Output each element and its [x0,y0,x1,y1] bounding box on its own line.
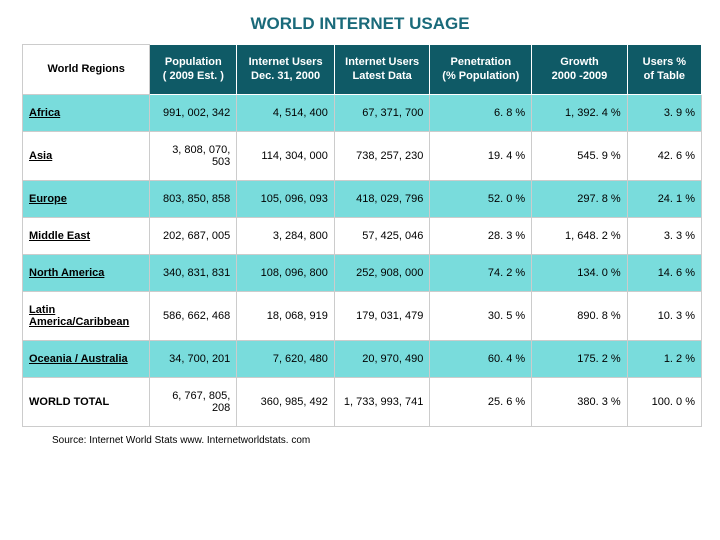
table-body: Africa991, 002, 3424, 514, 40067, 371, 7… [23,94,702,426]
usage-table: World Regions Population( 2009 Est. ) In… [22,44,702,427]
table-row: Africa991, 002, 3424, 514, 40067, 371, 7… [23,94,702,131]
data-cell: 545. 9 % [532,131,627,180]
data-cell: 803, 850, 858 [150,180,237,217]
data-cell: 3, 808, 070, 503 [150,131,237,180]
region-cell: Middle East [23,217,150,254]
data-cell: 67, 371, 700 [334,94,429,131]
page-title: WORLD INTERNET USAGE [0,0,720,44]
col-header-population: Population( 2009 Est. ) [150,45,237,95]
data-cell: 57, 425, 046 [334,217,429,254]
data-cell: 1. 2 % [627,340,701,377]
data-cell: 100. 0 % [627,377,701,426]
data-cell: 20, 970, 490 [334,340,429,377]
col-header-users-latest: Internet UsersLatest Data [334,45,429,95]
region-cell: Europe [23,180,150,217]
data-cell: 28. 3 % [430,217,532,254]
region-cell: Oceania / Australia [23,340,150,377]
header-row: World Regions Population( 2009 Est. ) In… [23,45,702,95]
data-cell: 175. 2 % [532,340,627,377]
table-row: Middle East202, 687, 0053, 284, 80057, 4… [23,217,702,254]
data-cell: 34, 700, 201 [150,340,237,377]
data-cell: 60. 4 % [430,340,532,377]
data-cell: 738, 257, 230 [334,131,429,180]
data-cell: 360, 985, 492 [237,377,335,426]
table-row: Asia3, 808, 070, 503114, 304, 000738, 25… [23,131,702,180]
data-cell: 14. 6 % [627,254,701,291]
data-cell: 42. 6 % [627,131,701,180]
data-cell: 1, 733, 993, 741 [334,377,429,426]
data-cell: 24. 1 % [627,180,701,217]
data-cell: 25. 6 % [430,377,532,426]
data-cell: 586, 662, 468 [150,291,237,340]
region-cell: North America [23,254,150,291]
data-cell: 108, 096, 800 [237,254,335,291]
data-cell: 179, 031, 479 [334,291,429,340]
data-cell: 6. 8 % [430,94,532,131]
region-cell: Asia [23,131,150,180]
source-text: Source: Internet World Stats www. Intern… [0,427,720,446]
col-header-region: World Regions [23,45,150,95]
col-header-growth: Growth2000 -2009 [532,45,627,95]
col-header-penetration: Penetration(% Population) [430,45,532,95]
data-cell: 3, 284, 800 [237,217,335,254]
data-cell: 1, 648. 2 % [532,217,627,254]
data-cell: 134. 0 % [532,254,627,291]
data-cell: 10. 3 % [627,291,701,340]
table-row: Latin America/Caribbean586, 662, 46818, … [23,291,702,340]
region-cell: Latin America/Caribbean [23,291,150,340]
data-cell: 380. 3 % [532,377,627,426]
data-cell: 4, 514, 400 [237,94,335,131]
data-cell: 202, 687, 005 [150,217,237,254]
data-cell: 7, 620, 480 [237,340,335,377]
data-cell: 6, 767, 805, 208 [150,377,237,426]
data-cell: 52. 0 % [430,180,532,217]
data-cell: 1, 392. 4 % [532,94,627,131]
col-header-users-2000: Internet UsersDec. 31, 2000 [237,45,335,95]
data-cell: 3. 9 % [627,94,701,131]
data-cell: 114, 304, 000 [237,131,335,180]
region-cell: WORLD TOTAL [23,377,150,426]
data-cell: 297. 8 % [532,180,627,217]
col-header-users-pct: Users %of Table [627,45,701,95]
data-cell: 30. 5 % [430,291,532,340]
table-row: Europe803, 850, 858105, 096, 093418, 029… [23,180,702,217]
data-cell: 74. 2 % [430,254,532,291]
data-cell: 991, 002, 342 [150,94,237,131]
data-cell: 418, 029, 796 [334,180,429,217]
data-cell: 3. 3 % [627,217,701,254]
data-cell: 340, 831, 831 [150,254,237,291]
data-cell: 105, 096, 093 [237,180,335,217]
table-row: North America340, 831, 831108, 096, 8002… [23,254,702,291]
table-row: WORLD TOTAL6, 767, 805, 208360, 985, 492… [23,377,702,426]
data-cell: 890. 8 % [532,291,627,340]
data-cell: 252, 908, 000 [334,254,429,291]
table-row: Oceania / Australia34, 700, 2017, 620, 4… [23,340,702,377]
data-cell: 19. 4 % [430,131,532,180]
region-cell: Africa [23,94,150,131]
data-cell: 18, 068, 919 [237,291,335,340]
